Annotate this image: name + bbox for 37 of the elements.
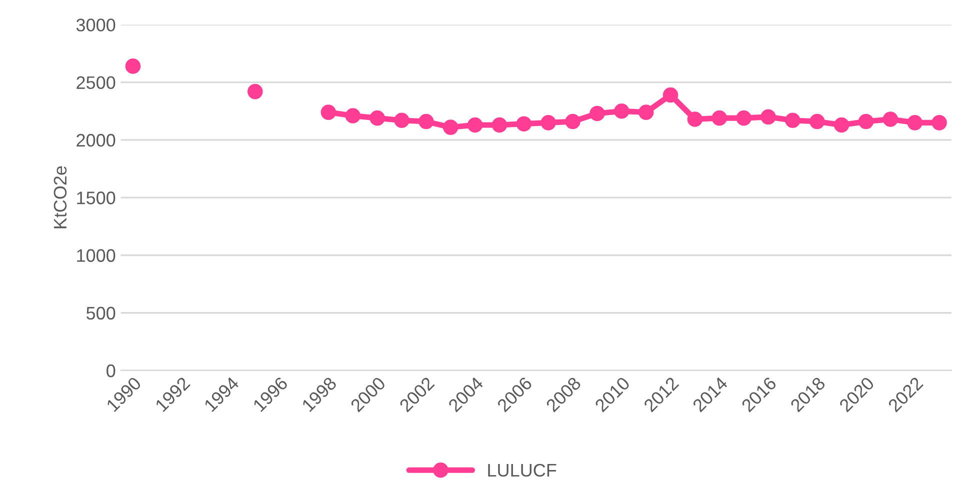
point — [932, 115, 947, 130]
point — [320, 104, 336, 120]
point — [662, 87, 678, 103]
point — [590, 106, 605, 122]
point — [712, 110, 728, 126]
point — [760, 109, 776, 125]
point — [736, 110, 752, 126]
point — [907, 115, 922, 130]
point — [125, 58, 141, 74]
y-tick-label: 1000 — [77, 249, 116, 262]
point — [565, 114, 580, 130]
y-tick-label: 2000 — [76, 134, 116, 147]
legend-label: LULUCF — [488, 464, 556, 477]
point — [785, 112, 800, 128]
point — [442, 120, 458, 135]
point — [638, 104, 654, 120]
point — [809, 114, 825, 130]
point — [370, 110, 385, 126]
y-axis-title: KtCO2e — [54, 166, 67, 228]
point — [467, 117, 483, 133]
y-tick-label: 3000 — [76, 18, 116, 32]
y-tick-label: 0 — [106, 364, 116, 378]
point — [834, 117, 850, 133]
point — [492, 117, 508, 133]
point — [345, 108, 361, 124]
point — [687, 112, 703, 127]
point — [418, 114, 434, 130]
point — [882, 112, 898, 127]
point — [394, 112, 410, 128]
point — [516, 116, 532, 132]
point — [248, 84, 263, 100]
y-tick-label: 1500 — [77, 192, 116, 204]
point — [540, 115, 556, 130]
point — [614, 104, 630, 119]
point — [858, 114, 874, 130]
y-tick-label: 500 — [86, 306, 116, 320]
y-tick-label: 2500 — [76, 76, 116, 90]
